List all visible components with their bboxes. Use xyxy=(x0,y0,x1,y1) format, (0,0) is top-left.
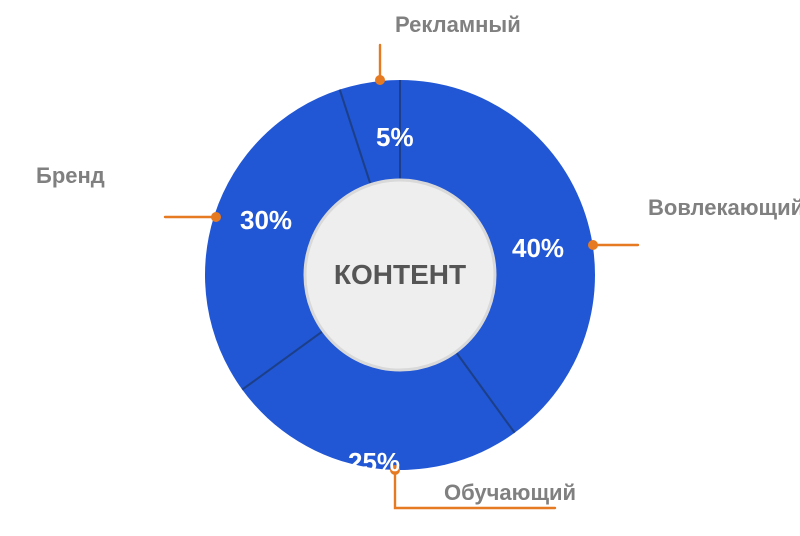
pct-label-brand: 30% xyxy=(240,205,292,236)
leader-dot-brand xyxy=(211,212,221,222)
pct-label-teach: 25% xyxy=(348,447,400,478)
leader-dot-engage xyxy=(588,240,598,250)
ext-label-advert: Рекламный xyxy=(395,12,521,38)
leader-dot-advert xyxy=(375,75,385,85)
ext-label-teach: Обучающий xyxy=(444,480,576,506)
ext-label-engage: Вовлекающий xyxy=(648,195,800,221)
pct-label-advert: 5% xyxy=(376,122,414,153)
ext-label-brand: Бренд xyxy=(36,163,105,189)
pie-chart: 5% Рекламный 40% Вовлекающий 25% Обучающий 30%… xyxy=(0,0,800,536)
pct-label-engage: 40% xyxy=(512,233,564,264)
pie-center-label: КОНТЕНТ xyxy=(334,259,466,291)
